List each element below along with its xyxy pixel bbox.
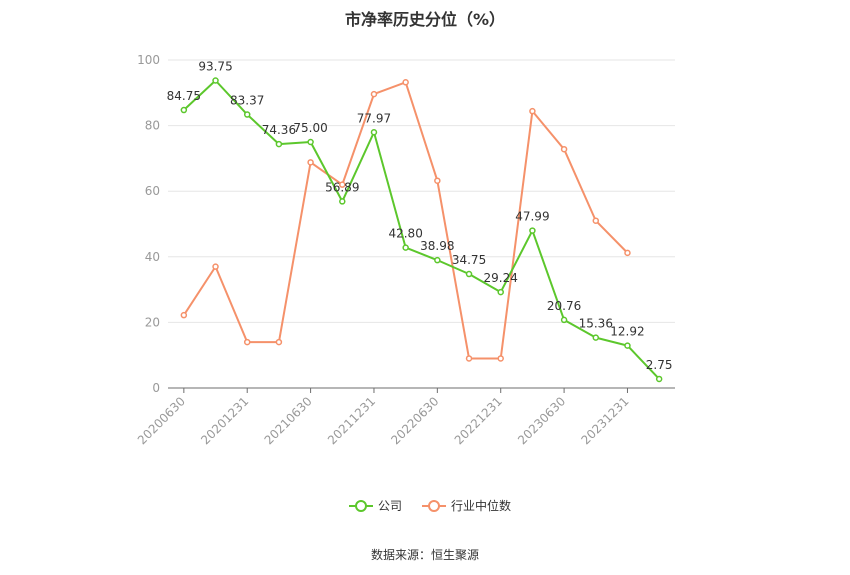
data-point [465,355,473,362]
y-tick-label: 80 [145,119,160,133]
y-tick-label: 20 [145,315,160,329]
data-point [180,311,188,319]
data-point [434,256,441,264]
y-tick-label: 40 [145,250,160,264]
data-point [339,198,346,205]
data-point [402,244,409,251]
data-point [560,316,568,324]
data-point [497,288,504,296]
data-label: 38.98 [420,239,454,253]
data-label: 29.24 [484,271,518,285]
data-point [592,334,600,341]
data-point [307,138,314,146]
data-point [560,145,568,153]
data-point [592,217,600,224]
data-point [243,111,251,118]
data-point [529,227,536,234]
data-point [275,338,283,346]
data-point [212,263,219,270]
y-tick-label: 0 [152,381,160,395]
data-label: 77.97 [357,111,391,125]
legend-marker [355,500,367,512]
series-line [183,79,660,380]
data-point [529,107,536,115]
data-point [434,177,441,184]
x-tick-label: 20200630 [135,394,188,447]
data-label: 2.75 [646,358,673,372]
data-point [497,355,504,362]
legend-label: 公司 [378,499,402,513]
y-tick-label: 100 [137,53,160,67]
x-tick-label: 20210630 [262,394,315,447]
chart-title: 市净率历史分位（%） [344,10,506,29]
data-point [402,79,409,86]
series-line [183,81,629,360]
x-tick-label: 20211231 [325,394,378,447]
data-label: 47.99 [515,210,549,224]
data-label: 20.76 [547,299,581,313]
data-label: 42.80 [388,227,422,241]
data-label: 74.36 [262,123,296,137]
data-label: 15.36 [579,317,613,331]
data-point [465,270,473,278]
data-label: 56.89 [325,180,359,194]
data-point [180,106,188,114]
data-point [624,249,631,257]
data-point [339,181,346,188]
data-point [275,140,283,148]
data-label: 83.37 [230,94,264,108]
data-point [370,90,378,98]
data-label: 34.75 [452,253,486,267]
x-tick-label: 20201231 [198,394,251,447]
legend-marker [428,500,441,512]
data-point [307,159,314,166]
data-label: 84.75 [167,89,201,103]
y-tick-label: 60 [145,184,160,198]
data-point [370,129,378,136]
source-note: 数据来源：恒生聚源 [370,548,479,562]
data-point [655,375,663,383]
data-label: 12.92 [610,325,644,339]
data-point [212,77,219,84]
x-tick-label: 20230630 [515,394,568,447]
x-tick-label: 20231231 [579,394,632,447]
data-point [624,342,631,349]
data-label: 93.75 [198,60,232,74]
data-label: 75.00 [293,121,327,135]
data-point [243,338,251,346]
x-tick-label: 20220630 [388,394,441,447]
legend-label: 行业中位数 [451,498,511,513]
x-tick-label: 20221231 [452,394,505,447]
